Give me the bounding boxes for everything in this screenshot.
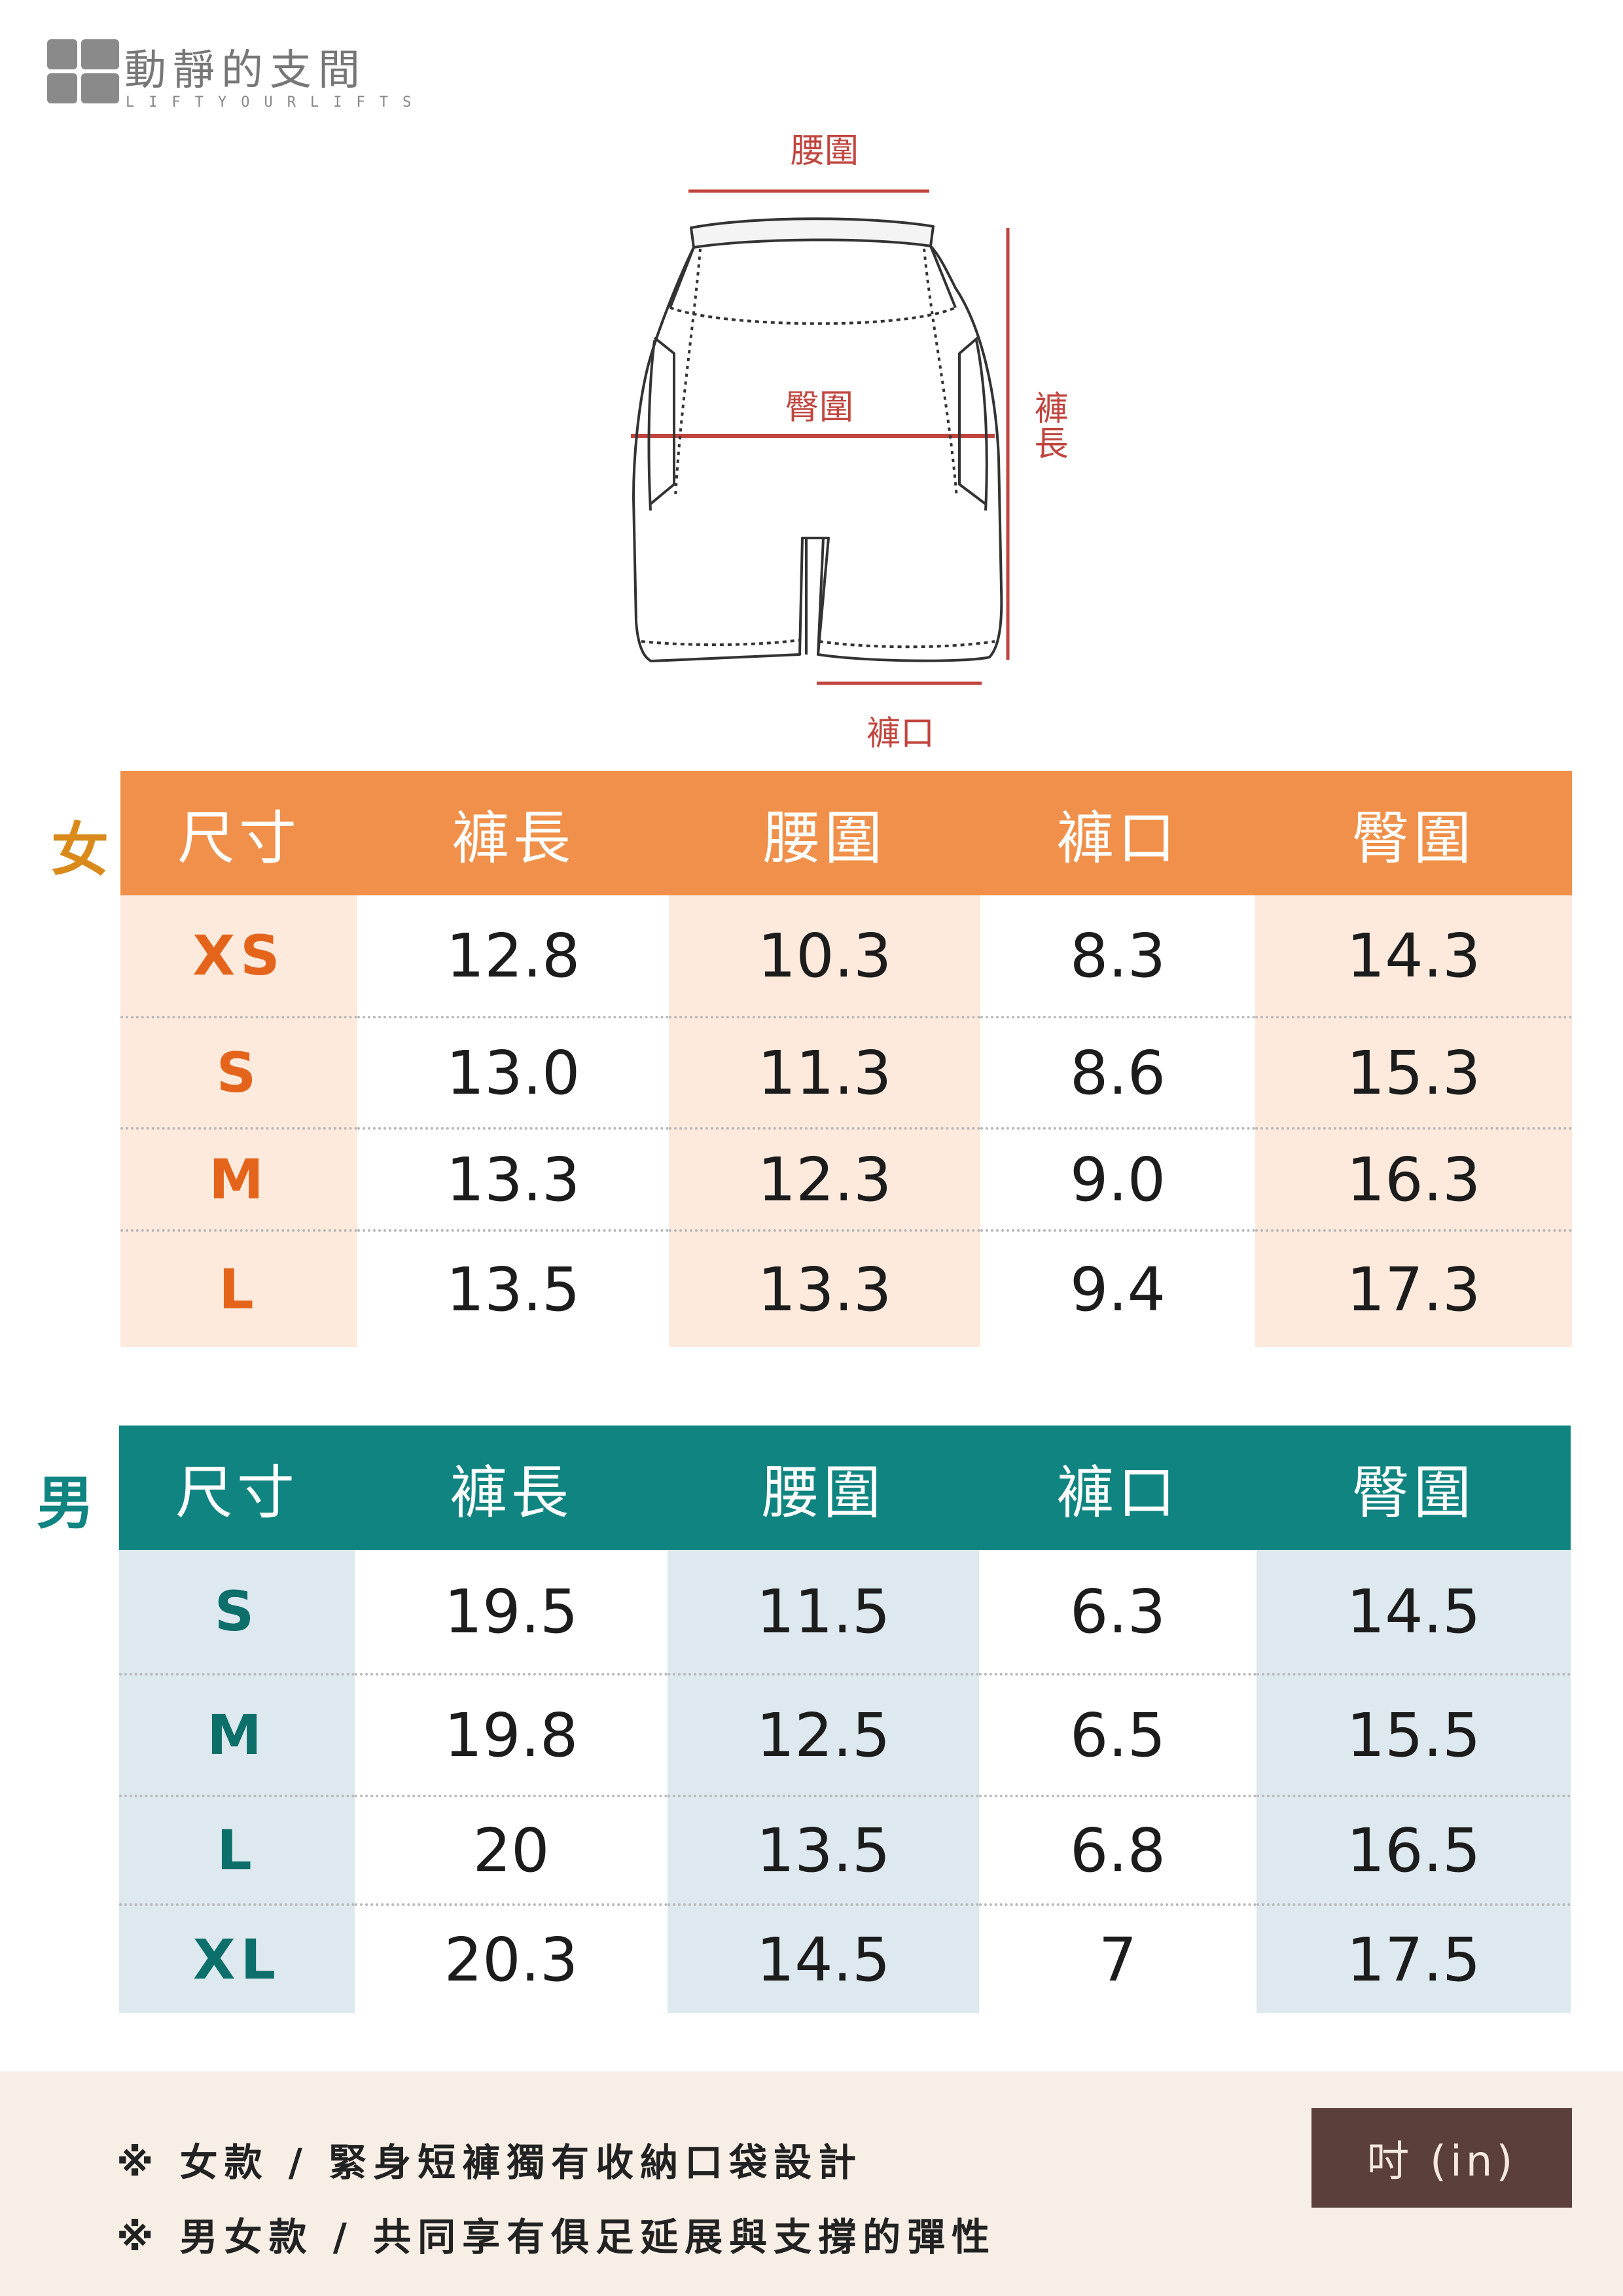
women-section-label: 女 [51,816,109,884]
unit-inch-button[interactable]: 吋 (in) [1311,2108,1572,2208]
waist-cell: 11.3 [669,1017,980,1130]
hip-cell: 15.5 [1257,1674,1571,1797]
waist-cell: 11.5 [668,1550,979,1676]
size-cell: S [120,1017,357,1130]
table-row: L 20 13.5 6.8 16.5 [119,1796,1571,1906]
men-size-table: 尺寸 褲長 腰圍 褲口 臀圍 S 19.5 11.5 6.3 14.5 M 19… [119,1426,1571,2013]
size-cell: XL [119,1905,355,2013]
length-cell: 20 [355,1796,668,1906]
leg-opening-cell: 8.3 [980,895,1255,1018]
note-women: ※ 女款 / 緊身短褲獨有收納口袋設計 [116,2140,863,2185]
length-cell: 13.0 [357,1017,669,1130]
brand-subtitle: LIFTYOURLIFTS [126,94,426,111]
leg-opening-cell: 6.5 [979,1674,1257,1797]
length-cell: 13.5 [446,1254,580,1325]
table-row: XL 20.3 14.5 7 17.5 [119,1905,1571,2013]
hip-label: 臀圍 [785,388,854,427]
women-header-hip: 臀圍 [1255,771,1572,895]
women-header-row: 尺寸 褲長 腰圍 褲口 臀圍 [120,771,1572,895]
hip-cell: 17.5 [1257,1905,1571,2013]
men-header-size: 尺寸 [119,1426,355,1550]
table-row: M 13.3 12.3 9.0 16.3 [120,1128,1572,1232]
hip-cell: 14.3 [1255,895,1572,1018]
table-row: XS 12.8 10.3 8.3 14.3 [120,895,1572,1018]
leg-opening-cell: 6.8 [979,1796,1257,1906]
length-cell: 19.5 [355,1550,668,1676]
men-header-leg-opening: 褲口 [979,1426,1257,1550]
waist-cell: 12.5 [668,1674,979,1797]
hip-cell: 16.3 [1255,1128,1572,1232]
hip-cell: 17.3 [1255,1230,1572,1347]
men-header-hip: 臀圍 [1257,1426,1571,1550]
leg-opening-cell: 9.4 [1069,1254,1166,1325]
leg-opening-cell: 7 [1098,1924,1137,1995]
size-cell: M [119,1674,355,1797]
hip-cell: 16.5 [1257,1796,1571,1906]
waist-label: 腰圍 [791,132,859,171]
brand-title: 動靜的支間 [124,46,366,95]
women-header-size: 尺寸 [120,771,357,895]
waist-cell: 10.3 [669,895,980,1018]
brand-logo: 動靜的支間 LIFTYOURLIFTS [47,37,466,115]
length-cell: 13.3 [357,1128,669,1232]
table-row: M 19.8 12.5 6.5 15.5 [119,1674,1571,1797]
waist-cell: 13.5 [668,1796,979,1906]
size-cell: S [119,1550,355,1676]
length-cell: 20.3 [444,1924,579,1995]
size-cell: XS [120,895,357,1018]
men-header-row: 尺寸 褲長 腰圍 褲口 臀圍 [119,1426,1571,1550]
women-size-table: 尺寸 褲長 腰圍 褲口 臀圍 XS 12.8 10.3 8.3 14.3 S 1… [120,771,1572,1347]
table-row: S 13.0 11.3 8.6 15.3 [120,1017,1572,1130]
leg-opening-label: 褲口 [866,714,935,753]
leg-opening-cell: 8.6 [980,1017,1255,1130]
waist-cell: 13.3 [669,1230,980,1347]
waist-cell: 12.3 [669,1128,980,1232]
logo-grid-icon [47,39,119,111]
size-cell: M [120,1128,357,1232]
table-row: L 13.5 13.3 9.4 17.3 [120,1230,1572,1347]
hip-cell: 15.3 [1255,1017,1572,1130]
note-unisex: ※ 男女款 / 共同享有俱足延展與支撐的彈性 [116,2215,997,2259]
women-header-waist: 腰圍 [669,771,980,895]
table-row: S 19.5 11.5 6.3 14.5 [119,1550,1571,1676]
women-header-leg-opening: 褲口 [980,771,1255,895]
shorts-diagram: 腰圍 臀圍 褲長 褲口 [0,0,1623,759]
size-cell: L [120,1230,357,1347]
shorts-outline-svg [631,189,1010,685]
length-cell: 12.8 [357,895,669,1018]
leg-opening-cell: 9.0 [980,1128,1255,1232]
women-header-length: 褲長 [357,771,669,895]
men-section-label: 男 [37,1469,95,1537]
men-header-length: 褲長 [355,1426,668,1550]
size-cell: L [119,1796,355,1906]
waist-cell: 14.5 [668,1905,979,2013]
leg-opening-cell: 6.3 [979,1550,1257,1676]
men-header-waist: 腰圍 [668,1426,979,1550]
hip-cell: 14.5 [1257,1550,1571,1676]
length-cell: 19.8 [355,1674,668,1797]
footer-notes: ※ 女款 / 緊身短褲獨有收納口袋設計 ※ 男女款 / 共同享有俱足延展與支撐的… [0,2072,1623,2296]
length-label: 褲長 [1028,390,1067,461]
